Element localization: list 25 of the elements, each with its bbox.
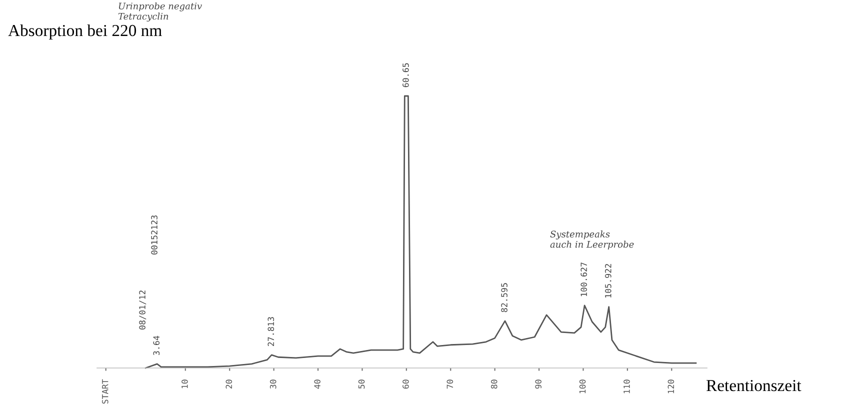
x-tick-label: 10 — [182, 380, 188, 388]
x-tick-label: 40 — [314, 380, 320, 389]
annotation: 60.65 — [402, 63, 409, 88]
x-tick-label: 20 — [226, 380, 232, 389]
x-tick-label: 30 — [270, 380, 276, 389]
x-tick-label: 60 — [402, 380, 409, 389]
x-tick-label: START — [102, 379, 108, 404]
x-tick-label: 70 — [446, 380, 454, 389]
annotation: 27.813 — [268, 317, 274, 346]
annotation: 08/01/12 — [139, 290, 146, 330]
x-tick-label: 100 — [579, 380, 586, 394]
y-axis-title: Absorption bei 220 nm — [8, 24, 162, 40]
x-tick-label: 110 — [624, 380, 630, 394]
x-tick-label: 90 — [535, 380, 542, 389]
annotation: 00152123 — [151, 215, 158, 254]
x-tick-label: 80 — [490, 380, 498, 389]
annotation: 100.627 — [580, 262, 587, 296]
text: Urinprobe negativ Tetracyclin — [118, 2, 202, 22]
x-tick-label: 120 — [668, 380, 674, 394]
annotation: 3.64 — [153, 336, 160, 356]
x-tick-label: 50 — [358, 380, 365, 389]
annotation: 82.595 — [501, 283, 508, 312]
annotation: 105.922 — [605, 264, 612, 298]
annotation: Systempeaks auch in Leerprobe — [550, 230, 634, 250]
x-axis-title: Retentionszeit — [706, 380, 802, 392]
